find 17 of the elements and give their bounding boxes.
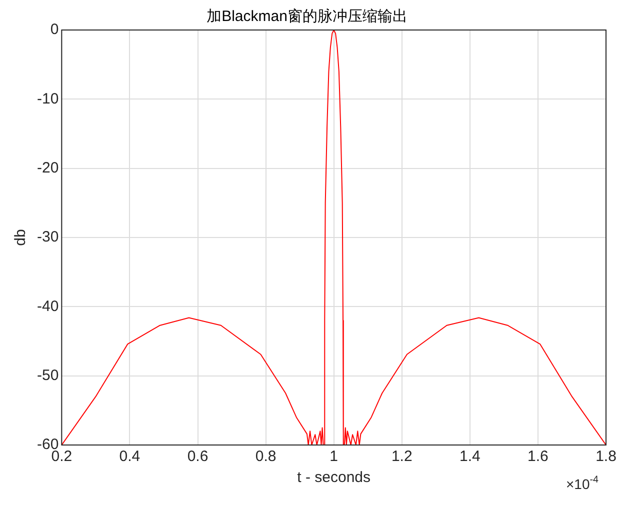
x-tick-label: 1.6 <box>528 448 548 466</box>
y-tick-label: -20 <box>36 159 59 176</box>
y-tick-label: -30 <box>36 228 59 246</box>
x-tick-label: 0.6 <box>187 448 208 466</box>
y-axis-title: db <box>12 229 30 246</box>
y-tick-label: 0 <box>50 21 59 38</box>
x-tick-label: 1.2 <box>391 448 412 466</box>
chart-title: 加Blackman窗的脉冲压缩输出 <box>206 8 408 26</box>
y-tick-label: -50 <box>36 366 59 384</box>
y-tick-label: -40 <box>36 298 59 315</box>
x-tick-label: 0.4 <box>119 448 140 466</box>
x-tick-label: 1.8 <box>596 448 616 466</box>
x-axis-title: t - seconds <box>297 469 371 486</box>
x-tick-label: 1 <box>330 448 338 466</box>
y-tick-label: -10 <box>36 90 59 108</box>
x-tick-label: 0.8 <box>255 448 276 466</box>
x-tick-label: 1.4 <box>459 448 480 466</box>
